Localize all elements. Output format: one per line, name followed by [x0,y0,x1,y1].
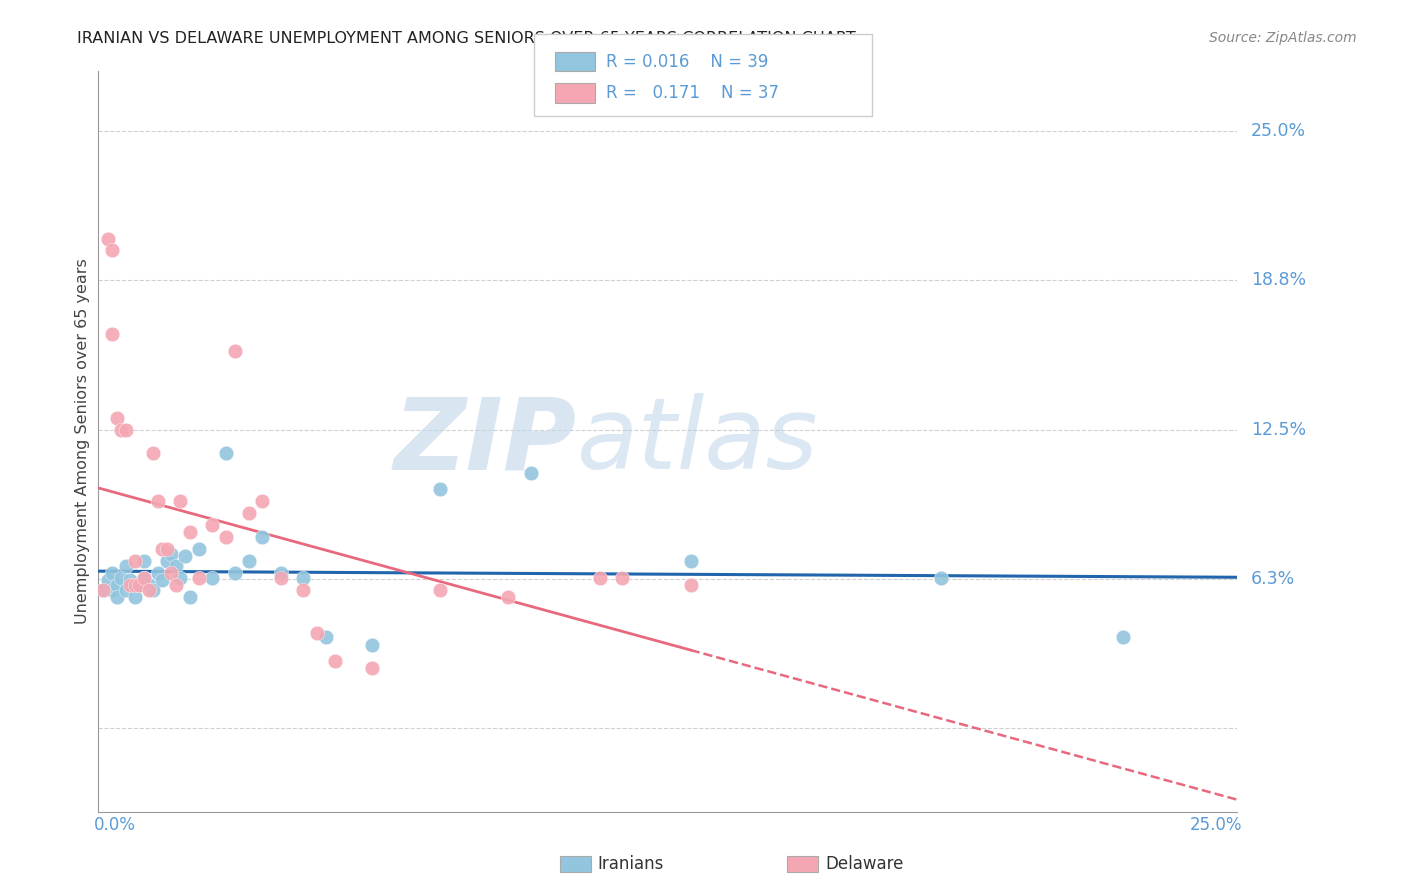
Point [114,558,136,573]
Point [292,571,315,585]
Text: R = 0.016    N = 39: R = 0.016 N = 39 [606,53,768,70]
Point [124,578,146,592]
Point [238,506,260,520]
Point [128,578,150,592]
Point [224,343,246,358]
Point [1112,631,1135,645]
Point [105,578,128,592]
Point [101,244,124,258]
Point [252,530,274,544]
Point [91,582,114,597]
Point [132,571,155,585]
Point [165,558,187,573]
Point [215,446,238,460]
Point [120,578,142,592]
Point [146,566,169,580]
Point [150,541,173,556]
Point [169,494,191,508]
Point [429,582,451,597]
Point [105,410,128,425]
Point [929,571,952,585]
Point [114,582,136,597]
Point [165,578,187,592]
Point [142,582,165,597]
Point [252,494,274,508]
Text: 6.3%: 6.3% [1251,570,1295,588]
Text: 25.0%: 25.0% [1189,816,1241,835]
Point [270,571,292,585]
Point [201,571,224,585]
Point [520,466,543,480]
Point [156,554,179,568]
Text: Delaware: Delaware [825,855,904,873]
Point [160,547,183,561]
Text: ZIP: ZIP [394,393,576,490]
Y-axis label: Unemployment Among Seniors over 65 years: Unemployment Among Seniors over 65 years [75,259,90,624]
Point [150,573,173,587]
Text: 0.0%: 0.0% [94,816,136,835]
Point [124,554,146,568]
Point [124,590,146,604]
Point [160,566,183,580]
Point [132,554,155,568]
Point [323,654,346,668]
Point [110,423,132,437]
Point [612,571,634,585]
Point [360,661,382,675]
Point [270,566,292,580]
Point [138,578,160,592]
Text: IRANIAN VS DELAWARE UNEMPLOYMENT AMONG SENIORS OVER 65 YEARS CORRELATION CHART: IRANIAN VS DELAWARE UNEMPLOYMENT AMONG S… [77,31,856,46]
Point [307,625,329,640]
Point [224,566,246,580]
Text: Source: ZipAtlas.com: Source: ZipAtlas.com [1209,31,1357,45]
Text: 25.0%: 25.0% [1251,122,1306,140]
Point [101,327,124,342]
Point [96,573,118,587]
Point [679,578,702,592]
Point [179,590,201,604]
Point [110,571,132,585]
Point [169,571,191,585]
Point [101,582,124,597]
Text: atlas: atlas [576,393,818,490]
Point [215,530,238,544]
Text: Iranians: Iranians [598,855,664,873]
Text: 18.8%: 18.8% [1251,271,1306,289]
Point [105,590,128,604]
Point [238,554,260,568]
Point [179,525,201,540]
Point [498,590,520,604]
Text: 12.5%: 12.5% [1251,421,1306,439]
Point [132,571,155,585]
Point [679,554,702,568]
Point [142,446,165,460]
Point [138,582,160,597]
Point [114,423,136,437]
Point [128,578,150,592]
Point [101,566,124,580]
Point [174,549,197,564]
Point [315,631,337,645]
Point [187,571,209,585]
Point [96,231,118,245]
Point [120,573,142,587]
Point [201,518,224,533]
Point [588,571,610,585]
Point [91,582,114,597]
Text: R =   0.171    N = 37: R = 0.171 N = 37 [606,84,779,102]
Point [156,541,179,556]
Point [146,494,169,508]
Point [429,483,451,497]
Point [360,638,382,652]
Point [187,541,209,556]
Point [292,582,315,597]
